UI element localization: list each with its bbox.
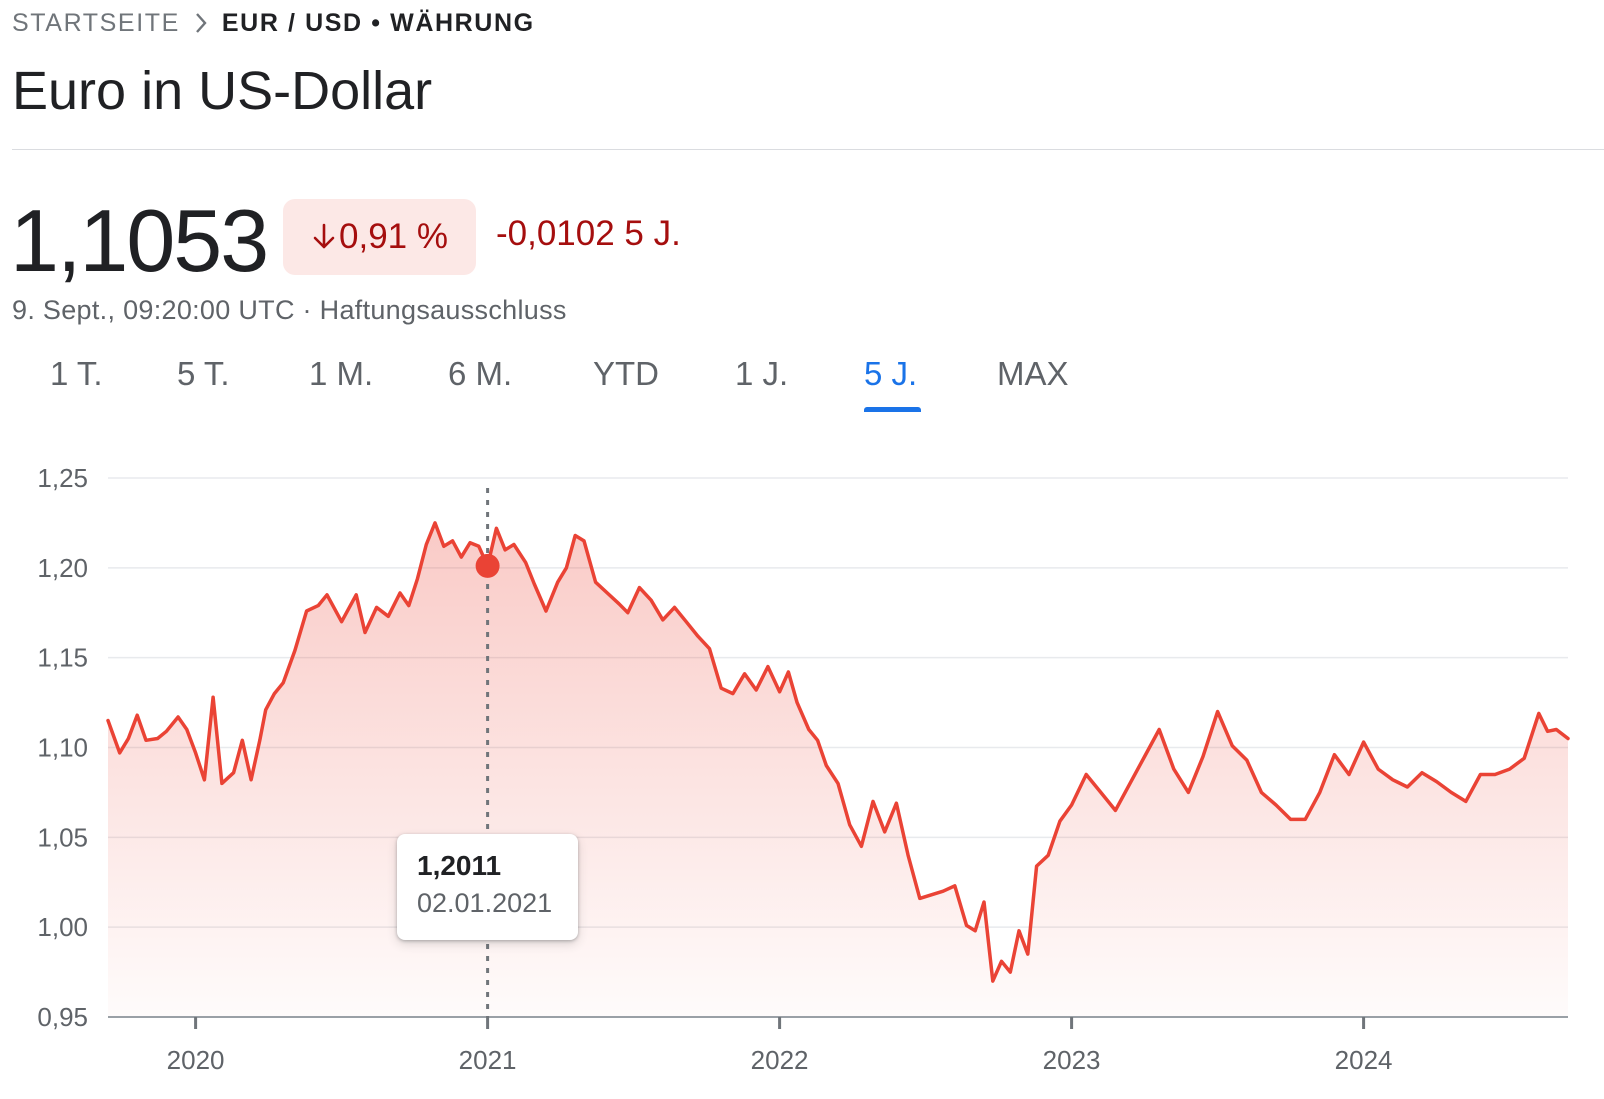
tab-1-year[interactable]: 1 J.	[735, 355, 789, 392]
x-tick-label: 2021	[459, 1045, 517, 1075]
x-tick-label: 2024	[1335, 1045, 1393, 1075]
y-tick-label: 1,10	[37, 733, 88, 763]
x-tick-label: 2023	[1043, 1045, 1101, 1075]
change-absolute: -0,0102 5 J.	[496, 214, 681, 253]
y-axis-labels: 1,25 1,20 1,15 1,10 1,05 1,00 0,95	[37, 463, 88, 1032]
price-chart[interactable]: 1,251,201,151,101,051,000,95 2020 2021 202…	[0, 430, 1604, 1099]
current-price: 1,1053	[10, 191, 269, 290]
tab-1-month[interactable]: 1 M.	[309, 355, 374, 392]
page-title: Euro in US-Dollar	[12, 61, 433, 121]
header-divider	[12, 149, 1604, 150]
chart-tooltip: 1,2011 02.01.2021	[397, 834, 578, 940]
x-tick-label: 2022	[751, 1045, 809, 1075]
tab-ytd[interactable]: YTD	[593, 355, 659, 392]
breadcrumb-home-link[interactable]: STARTSEITE	[12, 8, 180, 37]
hover-point	[475, 553, 500, 578]
tab-max[interactable]: MAX	[997, 355, 1069, 392]
breadcrumb: STARTSEITE EUR / USD • WÄHRUNG	[12, 6, 535, 40]
change-percent: 0,91 %	[339, 217, 448, 256]
x-tick-label: 2020	[167, 1045, 225, 1075]
y-tick-label: 1,20	[37, 553, 88, 583]
chevron-right-icon	[180, 12, 222, 34]
y-tick-label: 1,15	[37, 643, 88, 673]
x-axis-ticks	[194, 1017, 1366, 1029]
y-tick-label: 1,25	[37, 463, 88, 493]
range-tabs: 1 T. 5 T. 1 M. 6 M. YTD 1 J. 5 J. MAX	[0, 355, 1200, 412]
tooltip-value: 1,2011	[417, 850, 502, 881]
x-axis-labels: 2020 2021 2022 2023 2024	[167, 1045, 1393, 1075]
y-tick-label: 0,95	[37, 1002, 88, 1032]
tab-5-years[interactable]: 5 J.	[864, 355, 918, 392]
breadcrumb-current: EUR / USD • WÄHRUNG	[221, 8, 535, 37]
y-tick-label: 1,05	[37, 822, 88, 852]
change-percent-badge: 0,91 %	[283, 199, 476, 275]
arrow-down-icon	[313, 223, 335, 249]
quote-timestamp: 9. Sept., 09:20:00 UTC · Haftungsausschl…	[12, 295, 567, 325]
price-line	[106, 521, 1570, 983]
tab-1-day[interactable]: 1 T.	[50, 355, 103, 392]
active-tab-indicator	[864, 407, 921, 412]
tab-6-months[interactable]: 6 M.	[448, 355, 513, 392]
tab-5-days[interactable]: 5 T.	[177, 355, 230, 392]
tooltip-date: 02.01.2021	[417, 888, 553, 918]
y-tick-label: 1,00	[37, 912, 88, 942]
